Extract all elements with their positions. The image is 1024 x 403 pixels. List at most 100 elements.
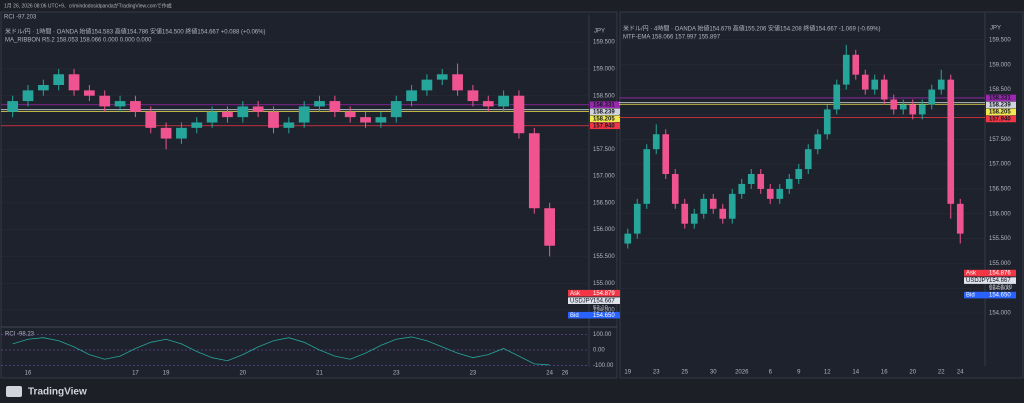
candle-body	[804, 149, 812, 170]
candle-body	[757, 174, 765, 189]
quote-tag-value: 154.650	[593, 313, 615, 319]
candle-body	[498, 95, 509, 107]
candle-body	[436, 74, 448, 80]
candle-body	[947, 79, 955, 204]
candle-body	[880, 79, 888, 100]
countdown: 53:10	[593, 305, 609, 311]
candle-body	[344, 111, 356, 118]
quote-tag	[964, 277, 1016, 284]
candle-body	[268, 111, 279, 128]
timestamp: 1月 26, 2026 08:06 UTC+9、crimindodosidpan…	[4, 2, 172, 9]
x-tick-label: 20	[909, 370, 916, 376]
quote-tag-value: 154.876	[989, 271, 1011, 277]
x-tick-label: 17	[132, 371, 139, 377]
x-tick-label: 12	[824, 370, 831, 376]
y-tick-label: 158.500	[593, 93, 615, 99]
quote-tag-name: USDJPY	[570, 298, 594, 304]
x-tick-label: 23	[653, 370, 660, 376]
x-tick-label: 26	[562, 371, 569, 377]
quote-tag-value: 154.667	[989, 278, 1011, 284]
candle-body	[237, 106, 249, 118]
x-tick-label: 20	[239, 371, 246, 377]
candle-body	[513, 95, 525, 134]
candle-body	[544, 208, 556, 246]
candle-body	[776, 188, 784, 199]
chart-title: 米ドル/円 · 4時間 · OANDA 始値154.679 高値155.206 …	[623, 25, 880, 33]
x-tick-label: 9	[797, 370, 801, 376]
candle-body	[909, 104, 917, 115]
x-tick-label: 30	[710, 370, 717, 376]
y-tick-label: 155.000	[989, 261, 1011, 267]
y-tick-label: 157.500	[989, 137, 1011, 143]
price-tag-label: 158.205	[593, 116, 615, 122]
candle-body	[766, 188, 774, 199]
candle-body	[130, 101, 141, 112]
currency-label: JPY	[594, 29, 605, 35]
candle-body	[937, 79, 945, 90]
candle-body	[728, 193, 736, 219]
candle-body	[22, 90, 34, 102]
quote-tag-name: Bid	[570, 313, 579, 319]
rci-tick-label: 100.00	[593, 332, 612, 338]
price-tag	[986, 101, 1016, 109]
candle-body	[690, 213, 698, 224]
price-tag-label: 158.331	[989, 96, 1011, 102]
y-tick-label: 154.000	[989, 311, 1011, 317]
quote-tag-value: 154.650	[989, 293, 1011, 299]
candle-body	[956, 203, 964, 234]
y-tick-label: 159.000	[989, 62, 1011, 68]
y-tick-label: 157.000	[593, 174, 615, 180]
x-tick-label: 19	[163, 371, 170, 377]
rci-tick-label: -100.00	[593, 363, 614, 369]
candle-body	[662, 134, 670, 175]
candle-body	[652, 134, 660, 150]
candle-body	[709, 198, 717, 209]
price-tag	[590, 108, 620, 116]
candle-body	[633, 203, 641, 234]
y-tick-label: 159.500	[593, 40, 615, 46]
quote-tag-name: USDJPY	[966, 278, 990, 284]
quote-tag	[964, 291, 1016, 299]
y-tick-label: 156.500	[989, 186, 1011, 192]
y-tick-label: 155.500	[593, 254, 615, 260]
quote-tag-name: Bid	[966, 293, 975, 299]
candle-body	[482, 101, 494, 107]
x-tick-label: 23	[470, 371, 477, 377]
candle-body	[899, 104, 907, 110]
price-tag	[590, 115, 620, 123]
candle-body	[467, 90, 479, 102]
candle-body	[528, 133, 540, 209]
candle-body	[861, 74, 869, 90]
rci-label: RCI -98.23	[5, 332, 35, 338]
price-tag	[986, 108, 1016, 116]
y-tick-label: 159.000	[593, 67, 615, 73]
candle-body	[99, 95, 111, 107]
logo-icon	[6, 386, 22, 397]
currency-label: JPY	[990, 26, 1001, 32]
price-tag-label: 157.940	[593, 123, 615, 129]
quote-tag-name: Ask	[570, 291, 581, 297]
candle-body	[928, 89, 936, 105]
countdown: 02:53:10	[989, 285, 1013, 291]
rci-line	[12, 336, 550, 366]
quote-tag	[568, 297, 620, 304]
candle-body	[176, 127, 187, 139]
candle-body	[298, 106, 310, 123]
candle-body	[823, 109, 831, 135]
y-tick-label: 157.500	[593, 147, 615, 153]
candle-body	[871, 79, 879, 90]
y-tick-label: 156.000	[989, 211, 1011, 217]
candle-body	[53, 74, 65, 85]
candle-body	[624, 233, 632, 244]
price-tag	[590, 122, 620, 130]
x-tick-label: 6	[769, 370, 773, 376]
right-panel	[619, 11, 1024, 379]
candle-body	[283, 122, 295, 128]
rci-header: RCI -97.203	[4, 15, 37, 21]
candle-body	[738, 183, 746, 194]
x-tick-label: 16	[25, 371, 32, 377]
candle-body	[329, 101, 341, 112]
candle-body	[643, 149, 651, 204]
candle-body	[852, 54, 860, 75]
